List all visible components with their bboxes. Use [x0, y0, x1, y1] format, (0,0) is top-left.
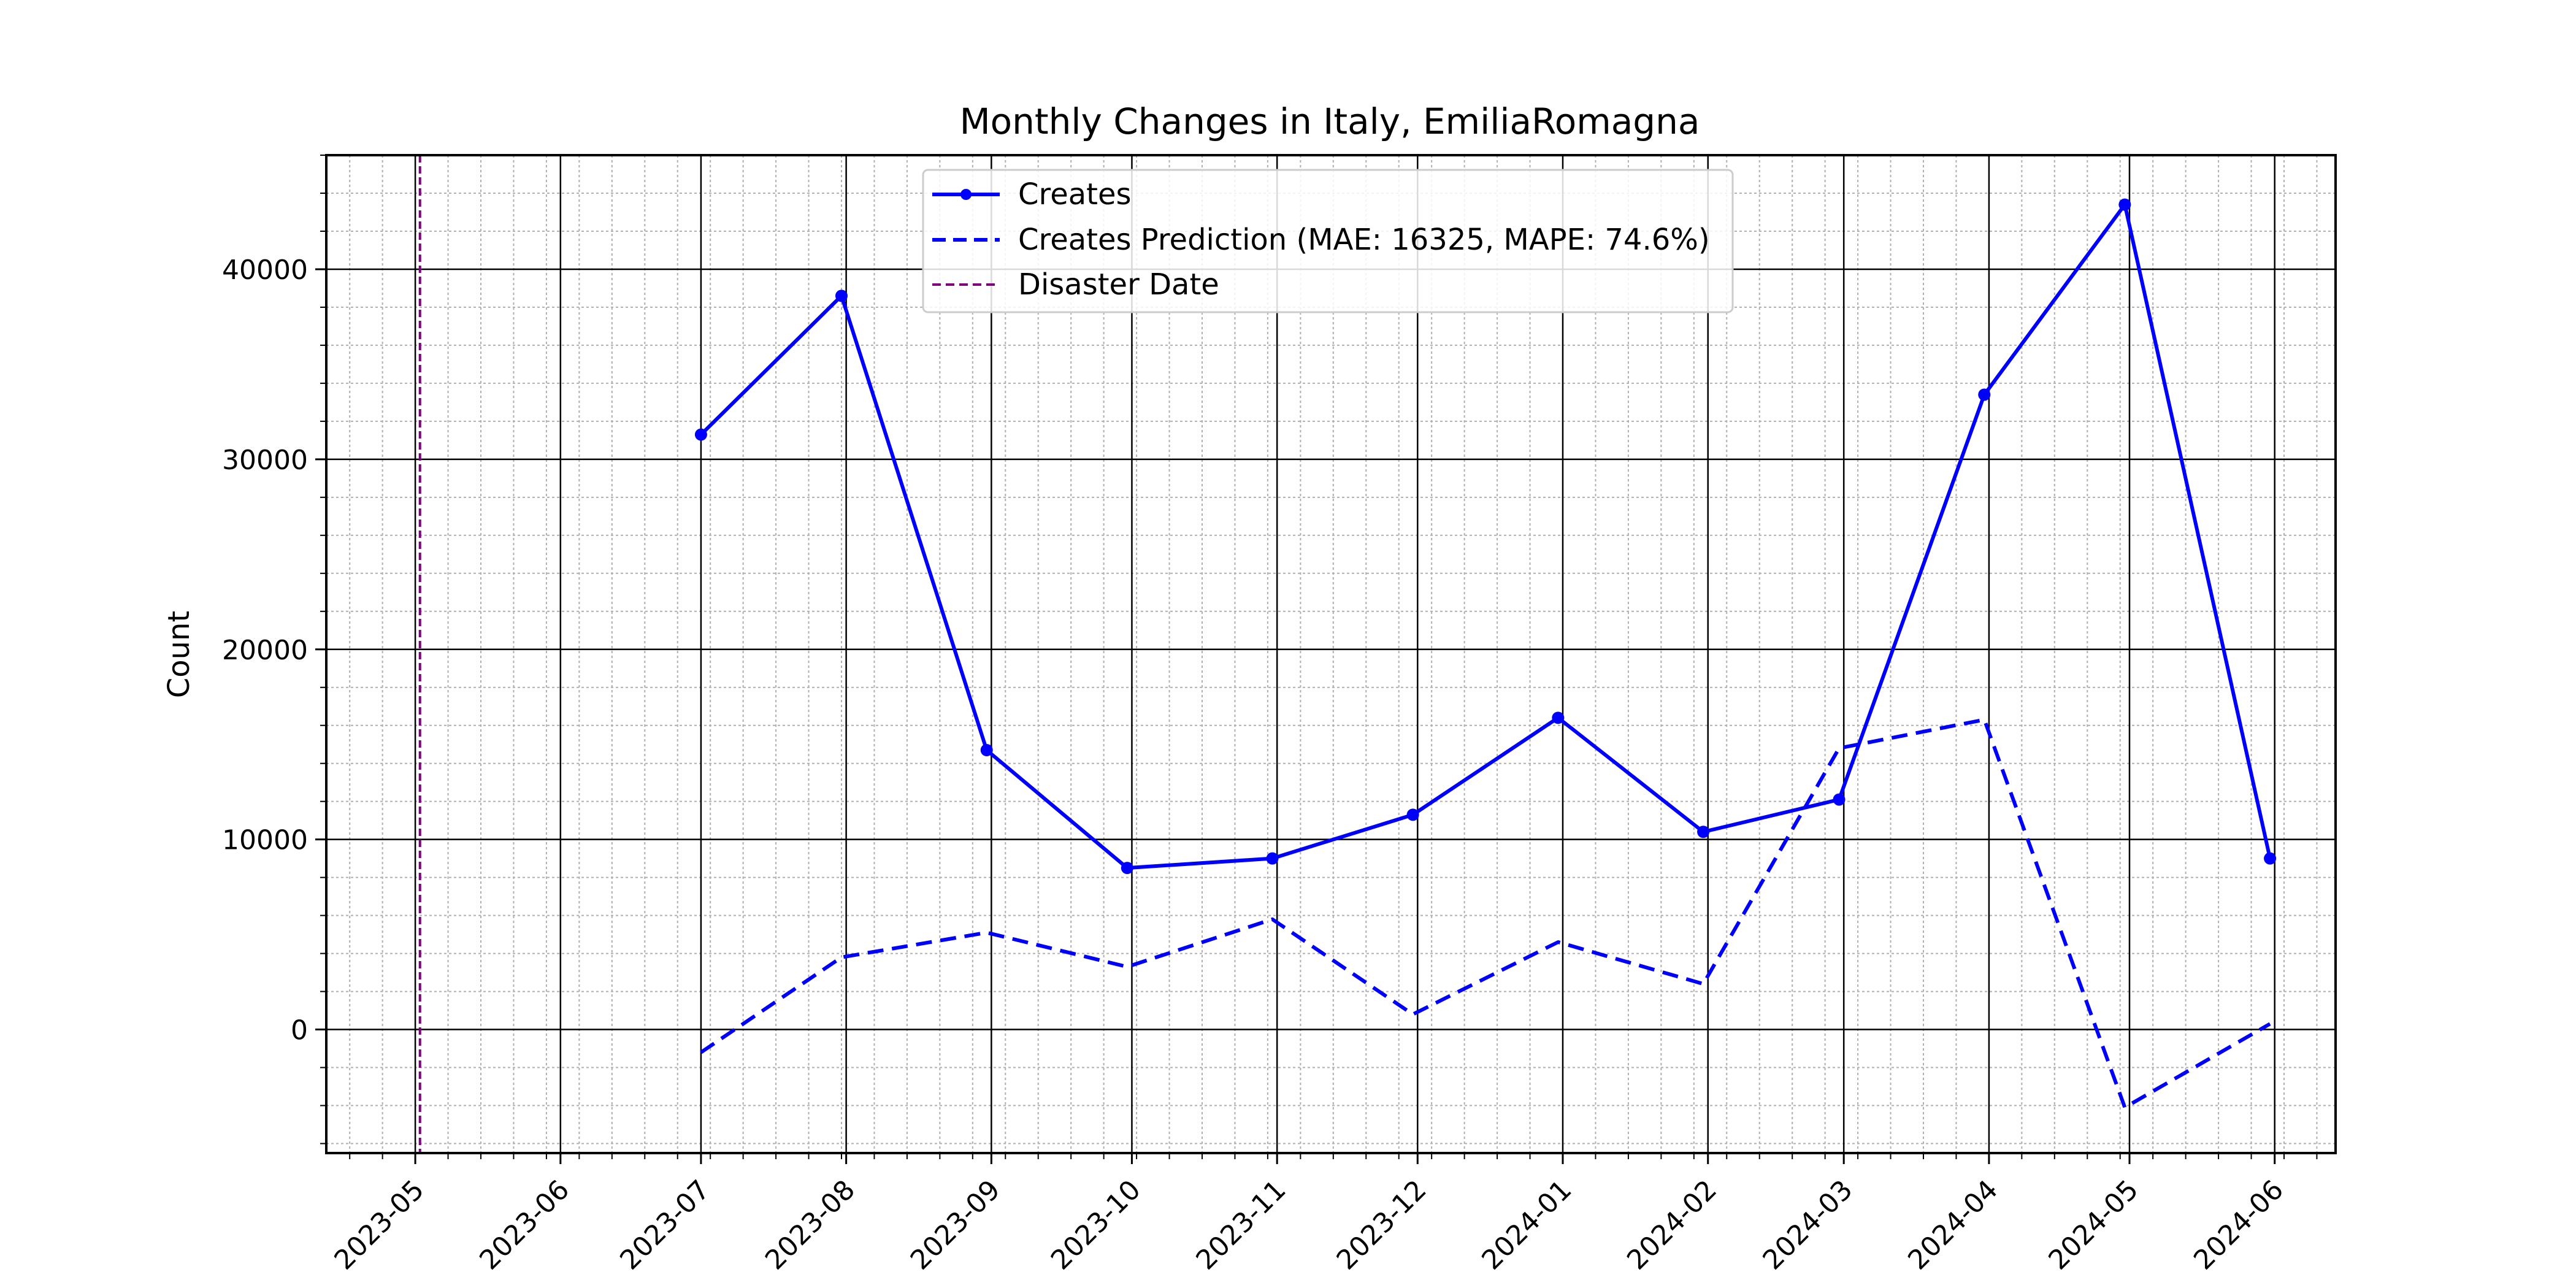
creates-data-point [1978, 388, 1991, 401]
y-axis-label: Count [162, 611, 196, 699]
chart-title: Monthly Changes in Italy, EmiliaRomagna [960, 101, 1700, 142]
creates-series-line [699, 202, 2272, 870]
legend-disaster-label: Disaster Date [1018, 267, 1219, 302]
creates-data-point [835, 289, 848, 302]
y-tick-label: 40000 [222, 255, 308, 286]
y-tick-label: 20000 [222, 635, 308, 666]
creates-data-point [2118, 198, 2131, 211]
legend-creates-marker [960, 189, 972, 200]
major-gridlines [326, 155, 2336, 1153]
creates-data-point [1266, 852, 1279, 865]
y-axis-ticks: 0 10000 20000 30000 40000 [222, 155, 326, 1144]
legend: Creates Creates Prediction (MAE: 16325, … [922, 169, 1734, 313]
creates-data-point [1121, 862, 1133, 875]
axes-frame [325, 154, 2337, 1154]
creates-data-point [694, 428, 707, 441]
legend-creates-label: Creates [1018, 177, 1132, 212]
legend-frame [922, 169, 1734, 313]
plot-area-border [325, 154, 2337, 1154]
legend-prediction-label: Creates Prediction (MAE: 16325, MAPE: 74… [1018, 223, 1710, 257]
creates-data-point [980, 744, 993, 757]
y-tick-label: 10000 [222, 825, 308, 856]
creates-data-point [2264, 852, 2277, 865]
creates-data-point [1406, 808, 1419, 821]
creates-data-point [1552, 711, 1565, 724]
creates-data-point [1697, 826, 1710, 838]
y-tick-label: 0 [291, 1015, 308, 1046]
creates-prediction-series-line [700, 718, 2271, 1110]
y-tick-label: 30000 [222, 445, 308, 476]
creates-data-point [1833, 793, 1846, 806]
series-layer [694, 198, 2277, 1110]
